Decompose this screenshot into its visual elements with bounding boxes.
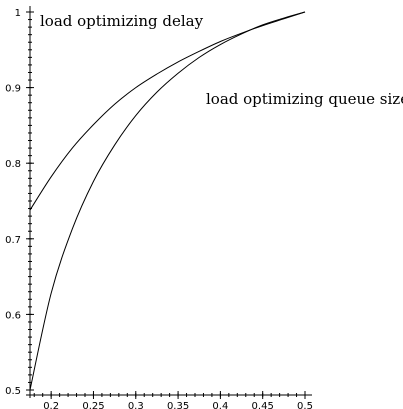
annotation-queue-size: load optimizing queue size	[206, 90, 403, 108]
annotations: load optimizing delay load optimizing qu…	[40, 12, 403, 108]
tick-labels: 0.5 0.6 0.7 0.8 0.9 1 0.2 0.25 0.3 0.35 0.4 0.45 0.5	[5, 8, 313, 409]
x-tick-label: 0.4	[212, 401, 228, 409]
x-tick-label: 0.25	[82, 401, 104, 409]
x-tick-label: 0.2	[43, 401, 59, 409]
series-line-1	[29, 11, 306, 391]
series-line-0	[29, 11, 306, 211]
axes	[26, 6, 312, 398]
x-tick-label: 0.45	[252, 401, 274, 409]
ticks	[26, 11, 306, 399]
y-tick-label: 0.9	[5, 84, 21, 95]
annotation-delay: load optimizing delay	[40, 12, 204, 30]
x-tick-label: 0.35	[167, 401, 189, 409]
y-tick-label: 0.8	[5, 159, 21, 170]
y-tick-label: 0.5	[5, 386, 21, 397]
curves	[29, 11, 306, 391]
x-tick-label: 0.3	[128, 401, 144, 409]
y-tick-label: 1	[15, 8, 21, 19]
y-tick-label: 0.6	[5, 310, 21, 321]
y-tick-label: 0.7	[5, 235, 21, 246]
x-tick-label: 0.5	[297, 401, 313, 409]
